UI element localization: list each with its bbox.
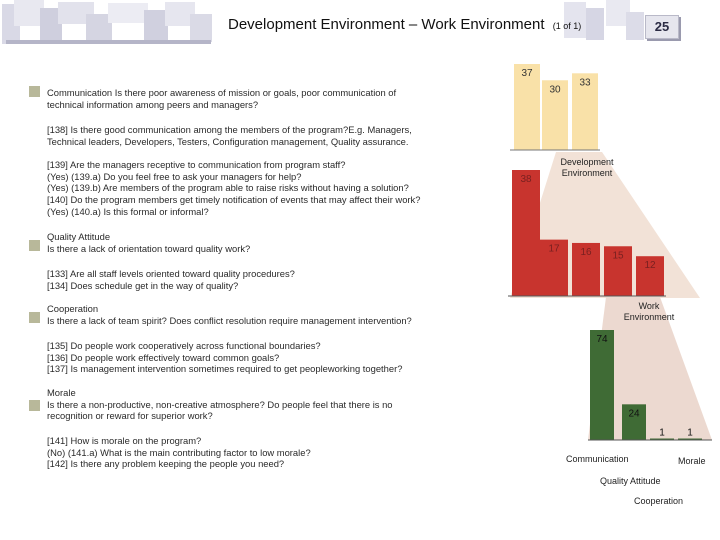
red-bar-value-label: 12	[644, 260, 656, 271]
red-bar-value-label: 16	[580, 247, 592, 258]
yellow-bar	[572, 73, 598, 150]
question-line: [138] Is there good communication among …	[47, 124, 412, 135]
question-line: [142] Is there any problem keeping the p…	[47, 458, 285, 470]
morale-heading: Morale Is there a non-productive, non-cr…	[47, 387, 393, 422]
bullet-quality	[29, 240, 40, 251]
question-line: (Yes) (139.a) Do you feel free to ask yo…	[47, 170, 302, 182]
red-bar	[540, 239, 568, 296]
red-bar	[604, 246, 632, 296]
question-line: [133] Are all staff levels oriented towa…	[47, 268, 295, 279]
red-bar	[572, 242, 600, 296]
section-label-development: Development Environment	[560, 157, 614, 178]
title-subtitle: (1 of 1)	[552, 21, 582, 31]
bullet-cooperation	[29, 312, 40, 323]
green-bar	[678, 438, 702, 440]
question-135: [135] Do people work cooperatively acros…	[47, 340, 402, 375]
category-label-cooperation: Cooperation	[634, 496, 684, 506]
question-line: (No) (141.a) What is the main contributi…	[47, 446, 311, 458]
green-bar-value-label: 74	[596, 334, 608, 345]
yellow-bar-value-label: 30	[549, 84, 561, 95]
communication-line: technical information among peers and ma…	[47, 98, 259, 110]
yellow-bar	[542, 80, 568, 150]
question-138: [138] Is there good communication among …	[47, 124, 412, 147]
yellow-bar-value-label: 33	[579, 77, 591, 88]
question-line: [136] Do people work effectively toward …	[47, 351, 280, 363]
funnel-lower	[588, 297, 712, 440]
green-bar-value-label: 1	[687, 428, 693, 439]
green-bar	[650, 438, 674, 440]
page-number: 25	[645, 15, 679, 39]
title-text: Development Environment – Work Environme…	[228, 16, 545, 33]
red-bar-value-label: 17	[548, 244, 560, 255]
question-line: [141] How is morale on the program?	[47, 435, 202, 446]
section-label-work: Work Environment	[623, 301, 675, 322]
green-bar	[622, 404, 646, 440]
bullet-communication	[29, 86, 40, 97]
question-139: [139] Are the managers receptive to comm…	[47, 159, 420, 218]
red-bar	[512, 170, 540, 296]
bullet-morale	[29, 400, 40, 411]
category-label-morale: Morale	[678, 456, 706, 466]
question-line: (Yes) (139.b) Are members of the program…	[47, 182, 409, 194]
green-bar-value-label: 1	[659, 428, 665, 439]
quality-line: Is there a lack of orientation toward qu…	[47, 242, 251, 254]
green-bar-group: 74 24 1 1	[590, 330, 702, 440]
question-141: [141] How is morale on the program? (No)…	[47, 435, 311, 470]
question-line: [135] Do people work cooperatively acros…	[47, 340, 321, 351]
morale-line: recognition or reward for superior work?	[47, 410, 213, 422]
communication-heading: Communication Is there poor awareness of…	[47, 87, 396, 110]
question-line: [139] Are the managers receptive to comm…	[47, 159, 346, 170]
green-bar	[590, 330, 614, 440]
quality-line: Quality Attitude	[47, 231, 111, 242]
question-133: [133] Are all staff levels oriented towa…	[47, 268, 295, 291]
question-line: (Yes) (140.a) Is this formal or informal…	[47, 205, 209, 217]
green-bar-value-label: 24	[628, 408, 640, 419]
cooperation-line: Is there a lack of team spirit? Does con…	[47, 314, 412, 326]
cooperation-heading: Cooperation Is there a lack of team spir…	[47, 303, 412, 326]
yellow-bar	[514, 64, 540, 150]
red-bar	[636, 256, 664, 296]
category-label-communication: Communication	[566, 454, 629, 464]
red-bar-group: 38 17 16 15 12	[512, 170, 664, 296]
quality-heading: Quality Attitude Is there a lack of orie…	[47, 231, 250, 254]
morale-line: Is there a non-productive, non-creative …	[47, 398, 393, 410]
red-bar-value-label: 15	[612, 250, 624, 261]
question-line: [140] Do the program members get timely …	[47, 194, 421, 206]
header-decoration-right	[560, 0, 650, 44]
morale-line: Morale	[47, 387, 76, 398]
question-line: [137] Is management intervention sometim…	[47, 363, 403, 375]
question-line: [134] Does schedule get in the way of qu…	[47, 279, 239, 291]
red-bar-value-label: 38	[520, 174, 532, 185]
slide-title: Development Environment – Work Environme…	[228, 16, 581, 33]
communication-line: Communication Is there poor awareness of…	[47, 87, 397, 98]
yellow-bar-value-label: 37	[521, 68, 533, 79]
question-line: Technical leaders, Developers, Testers, …	[47, 135, 409, 147]
yellow-bar-group: 37 30 33	[514, 64, 598, 150]
cooperation-line: Cooperation	[47, 303, 99, 314]
category-label-quality: Quality Attitude	[600, 476, 661, 486]
